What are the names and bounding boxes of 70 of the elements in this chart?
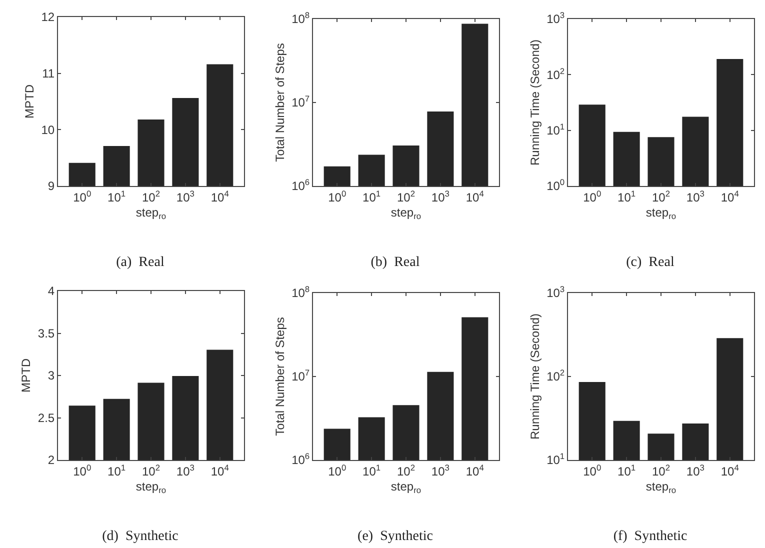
y-axis-title: MPTD [22,84,37,118]
y-tick-label: 10$^{1}$ [546,121,565,138]
x-tick-label: 10$^{4}$ [720,462,740,478]
x-tick-label: 10$^{4}$ [210,188,230,204]
x-tick-label: 10$^{2}$ [142,462,160,478]
y-axis-title: Total Number of Steps [272,317,287,436]
text: (f) Synthetic [613,528,688,544]
y-tick-label: 4 [48,284,55,298]
x-tick-label: 10$^{2}$ [142,188,160,204]
x-tick-label: 10$^{1}$ [362,188,381,204]
y-axis-title: MPTD [19,358,34,392]
x-tick-label: 10$^{2}$ [652,188,670,204]
x-tick-label: 10$^{1}$ [108,462,126,478]
x-tick-label: 10$^{3}$ [686,462,705,478]
x-tick-label: 10$^{1}$ [108,188,126,204]
y-tick-label: 10$^{1}$ [546,451,565,468]
x-tick-label: 10$^{0}$ [73,462,92,478]
y-tick-label: 3.5 [38,326,55,340]
x-tick-label: 10$^{1}$ [618,188,636,204]
x-tick-label: 10$^{3}$ [686,188,705,204]
y-tick-label: 10$^{7}$ [292,368,310,384]
y-tick-label: 2.5 [38,410,55,425]
x-tick-label: 10$^{1}$ [362,462,381,478]
text: (e) Synthetic [358,528,433,544]
y-tick-label: 10$^{6}$ [292,177,310,194]
y-tick-label: 3 [48,368,55,383]
x-tick-label: 10$^{4}$ [466,462,484,478]
y-tick-label: 10$^{8}$ [292,10,310,26]
text: (b) Real [370,254,420,270]
x-axis-title: step$_{ro}$ [136,205,166,221]
x-tick-label: 10$^{3}$ [176,462,195,478]
x-tick-label: 10$^{3}$ [431,188,450,204]
x-axis-title: step$_{ro}$ [646,205,676,221]
text: (d) Synthetic [102,528,178,544]
y-tick-label: 10$^{6}$ [292,451,310,468]
y-tick-label: 10 [41,122,55,137]
y-axis-title: Running Time (Second) [528,313,542,440]
x-tick-label: 10$^{0}$ [73,188,92,204]
y-tick-label: 10$^{0}$ [546,177,565,194]
x-axis-title: step$_{ro}$ [390,205,422,221]
x-tick-label: 10$^{4}$ [720,188,740,204]
x-tick-label: 10$^{2}$ [396,188,416,204]
y-tick-label: 12 [41,10,55,24]
x-tick-label: 10$^{4}$ [466,188,484,204]
y-tick-label: 10$^{2}$ [546,368,565,384]
y-tick-label: 10$^{8}$ [292,284,310,300]
y-axis-title: Total Number of Steps [272,43,287,162]
text: (c) Real [626,254,674,270]
y-tick-label: 10$^{7}$ [292,94,310,110]
y-tick-label: 10$^{3}$ [546,284,565,300]
x-tick-label: 10$^{3}$ [431,462,450,478]
x-tick-label: 10$^{0}$ [583,462,602,478]
x-axis-title: step$_{ro}$ [390,479,422,495]
y-tick-label: 10$^{2}$ [546,66,565,82]
x-tick-label: 10$^{0}$ [328,188,346,204]
y-tick-label: 2 [48,453,55,468]
x-tick-label: 10$^{3}$ [176,188,195,204]
x-tick-label: 10$^{4}$ [210,462,230,478]
x-tick-label: 10$^{2}$ [396,462,416,478]
y-axis-title: Running Time (Second) [528,39,542,166]
y-tick-label: 11 [42,66,55,81]
x-tick-label: 10$^{1}$ [618,462,636,478]
x-axis-title: step$_{ro}$ [136,479,166,495]
y-tick-label: 9 [48,179,55,194]
x-axis-title: step$_{ro}$ [646,479,676,495]
x-tick-label: 10$^{2}$ [652,462,670,478]
x-tick-label: 10$^{0}$ [583,188,602,204]
x-tick-label: 10$^{0}$ [328,462,346,478]
y-tick-label: 10$^{3}$ [546,10,565,26]
text: (a) Real [116,254,164,270]
